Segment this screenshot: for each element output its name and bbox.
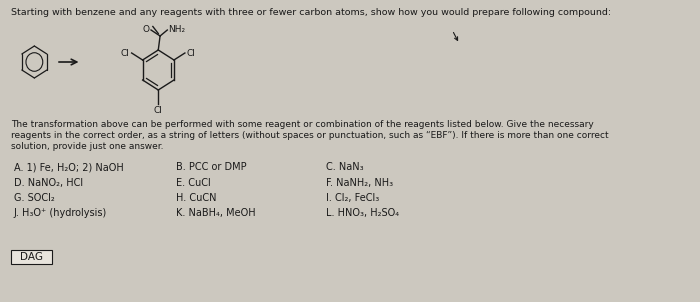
Text: G. SOCl₂: G. SOCl₂	[13, 193, 55, 203]
FancyBboxPatch shape	[11, 250, 52, 264]
Text: Cl: Cl	[121, 49, 130, 57]
Text: L. HNO₃, H₂SO₄: L. HNO₃, H₂SO₄	[326, 208, 399, 218]
Text: NH₂: NH₂	[168, 25, 186, 34]
Text: J. H₃O⁺ (hydrolysis): J. H₃O⁺ (hydrolysis)	[13, 208, 107, 218]
Text: The transformation above can be performed with some reagent or combination of th: The transformation above can be performe…	[11, 120, 594, 129]
Text: C. NaN₃: C. NaN₃	[326, 162, 363, 172]
Text: I. Cl₂, FeCl₃: I. Cl₂, FeCl₃	[326, 193, 379, 203]
Text: Cl: Cl	[187, 49, 195, 57]
Text: D. NaNO₂, HCl: D. NaNO₂, HCl	[13, 178, 83, 188]
Text: Starting with benzene and any reagents with three or fewer carbon atoms, show ho: Starting with benzene and any reagents w…	[11, 8, 611, 17]
Text: E. CuCl: E. CuCl	[176, 178, 211, 188]
Text: O: O	[142, 24, 149, 34]
Text: B. PCC or DMP: B. PCC or DMP	[176, 162, 247, 172]
Text: K. NaBH₄, MeOH: K. NaBH₄, MeOH	[176, 208, 256, 218]
Text: DAG: DAG	[20, 252, 43, 262]
Text: solution, provide just one answer.: solution, provide just one answer.	[11, 142, 163, 151]
Text: A. 1) Fe, H₂O; 2) NaOH: A. 1) Fe, H₂O; 2) NaOH	[13, 162, 123, 172]
Text: F. NaNH₂, NH₃: F. NaNH₂, NH₃	[326, 178, 393, 188]
Text: Cl: Cl	[154, 106, 162, 115]
Text: H. CuCN: H. CuCN	[176, 193, 217, 203]
Text: reagents in the correct order, as a string of letters (without spaces or punctua: reagents in the correct order, as a stri…	[11, 131, 608, 140]
